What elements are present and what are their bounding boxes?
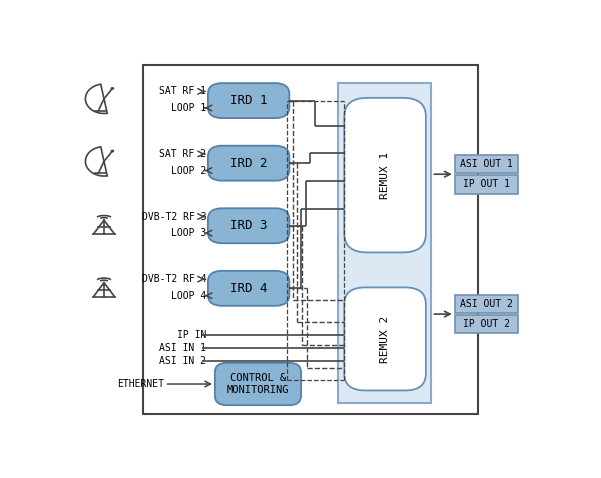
Bar	[455, 155, 517, 174]
Text: LOOP 2: LOOP 2	[171, 165, 207, 175]
Text: SAT RF 1: SAT RF 1	[159, 87, 207, 97]
FancyBboxPatch shape	[215, 363, 301, 405]
FancyBboxPatch shape	[344, 287, 426, 391]
Circle shape	[111, 150, 114, 152]
Text: LOOP 4: LOOP 4	[171, 291, 207, 301]
Text: IP OUT 2: IP OUT 2	[463, 319, 510, 329]
Bar	[455, 315, 517, 334]
FancyBboxPatch shape	[208, 83, 289, 118]
FancyBboxPatch shape	[208, 271, 289, 306]
Text: DVB-T2 RF 4: DVB-T2 RF 4	[142, 274, 207, 284]
Text: IP IN: IP IN	[177, 330, 207, 340]
Text: ASI OUT 1: ASI OUT 1	[460, 159, 513, 169]
Text: IRD 1: IRD 1	[230, 94, 267, 107]
Text: DVB-T2 RF 3: DVB-T2 RF 3	[142, 212, 207, 221]
Text: IRD 2: IRD 2	[230, 157, 267, 170]
Bar	[455, 175, 517, 194]
Text: REMUX 1: REMUX 1	[380, 152, 390, 199]
FancyBboxPatch shape	[208, 146, 289, 181]
Text: CONTROL &
MONITORING: CONTROL & MONITORING	[227, 373, 289, 395]
Text: IRD 4: IRD 4	[230, 282, 267, 295]
Text: REMUX 2: REMUX 2	[380, 315, 390, 362]
Text: ASI IN 1: ASI IN 1	[159, 343, 207, 353]
Bar	[338, 83, 432, 403]
Text: ASI OUT 2: ASI OUT 2	[460, 299, 513, 309]
FancyBboxPatch shape	[344, 98, 426, 252]
Text: LOOP 1: LOOP 1	[171, 103, 207, 113]
Bar	[455, 295, 517, 313]
Text: LOOP 3: LOOP 3	[171, 228, 207, 238]
Circle shape	[111, 87, 114, 90]
Text: SAT RF 2: SAT RF 2	[159, 149, 207, 159]
Text: IP OUT 1: IP OUT 1	[463, 179, 510, 189]
FancyBboxPatch shape	[208, 208, 289, 243]
Text: IRD 3: IRD 3	[230, 219, 267, 232]
Text: ASI IN 2: ASI IN 2	[159, 356, 207, 366]
Text: ETHERNET: ETHERNET	[118, 379, 165, 389]
Bar	[142, 65, 478, 414]
